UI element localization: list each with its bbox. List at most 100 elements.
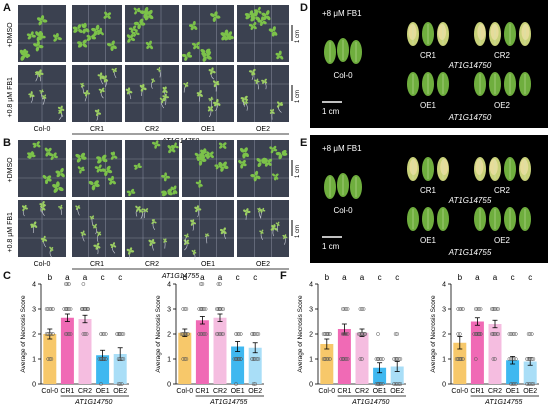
seedling-leaf: [111, 245, 114, 249]
significance-letter: a: [218, 273, 223, 282]
seedling-leaf: [60, 167, 64, 173]
seedling-root: [245, 102, 248, 111]
seedling-leaf: [80, 85, 83, 88]
data-point: [102, 357, 107, 361]
seedling-leaf: [79, 169, 82, 174]
data-point: [393, 357, 398, 361]
seedling-leaf: [209, 151, 214, 156]
seedling-leaf: [101, 76, 105, 80]
seedling-leaf: [207, 234, 210, 237]
seedling-leaf: [156, 68, 159, 71]
seedling-leaf: [31, 94, 35, 97]
seedling-leaf: [244, 95, 248, 99]
x-tick-label: CR2: [213, 388, 227, 395]
seedling-leaf: [270, 149, 274, 154]
seedling-leaf: [134, 166, 138, 170]
seedling-leaf: [207, 106, 211, 110]
seedling-leaf: [77, 41, 83, 45]
seedling-leaf: [51, 247, 54, 250]
seedling-leaf: [171, 145, 176, 150]
seedling-leaf: [38, 44, 44, 49]
y-tick-label: 4: [167, 282, 171, 289]
data-point: [182, 307, 187, 311]
y-tick-label: 4: [32, 282, 36, 289]
seedling-leaf: [140, 88, 144, 92]
data-point: [345, 307, 350, 311]
x-tick-label: CR1: [195, 388, 209, 395]
x-tick-label: OE1: [373, 388, 387, 395]
data-point: [360, 307, 364, 311]
data-point: [63, 307, 68, 311]
seedling-leaf: [127, 38, 131, 43]
seedling-leaf: [168, 148, 172, 154]
seedling-leaf: [284, 236, 288, 239]
treatment-label: +8 μM FB1: [322, 144, 362, 153]
seedling-leaf: [111, 175, 114, 181]
seedling-leaf: [136, 208, 139, 212]
seedling-leaf: [181, 53, 187, 58]
seedling-leaf: [204, 235, 207, 237]
scale-label: 1 cm: [322, 242, 340, 251]
seedling-leaf: [98, 233, 102, 236]
data-point: [478, 332, 483, 336]
seedling-leaf: [246, 210, 251, 214]
seedling-leaf: [205, 48, 211, 53]
data-point: [216, 307, 221, 311]
data-point: [200, 282, 205, 286]
data-point: [328, 357, 332, 361]
seedling-leaf: [161, 100, 164, 104]
data-point: [44, 307, 49, 311]
seedling-leaf: [28, 155, 32, 159]
seedling-leaf: [164, 240, 168, 243]
data-point: [237, 332, 242, 336]
seedling-leaf: [222, 145, 227, 149]
seedling-leaf: [208, 98, 211, 100]
seedling-leaf: [83, 233, 86, 236]
seedling-leaf: [97, 158, 102, 164]
scale-label: 1 cm: [295, 90, 301, 103]
seedling-leaf: [223, 230, 227, 235]
seedling-leaf: [91, 27, 97, 32]
seedling-leaf: [162, 95, 166, 98]
seedling-leaf: [143, 87, 147, 91]
seedling-leaf: [278, 154, 283, 160]
data-point: [324, 332, 329, 336]
y-tick-label: 3: [442, 307, 446, 314]
seedling-leaf: [210, 108, 214, 112]
data-point: [121, 357, 126, 361]
leaf: [504, 157, 516, 181]
data-point: [182, 357, 187, 361]
data-point: [491, 357, 496, 361]
seedling-leaf: [148, 9, 153, 15]
seedling-leaf: [138, 209, 142, 212]
seedling-leaf: [153, 218, 155, 222]
seedling-leaf: [263, 15, 268, 21]
seedling-leaf: [24, 207, 28, 210]
data-point: [345, 332, 350, 336]
seedling-leaf: [92, 224, 95, 227]
y-tick-label: 0: [442, 382, 446, 389]
y-tick-label: 0: [309, 382, 313, 389]
significance-letter: c: [101, 273, 105, 282]
seedling-leaf: [206, 151, 210, 156]
seedling-leaf: [41, 95, 45, 98]
data-point: [525, 382, 529, 386]
seedling-leaf: [80, 83, 83, 86]
seedling-leaf: [156, 143, 161, 147]
y-tick-label: 1: [32, 357, 36, 364]
seedling-leaf: [172, 190, 176, 195]
seedling-leaf: [164, 90, 168, 94]
seedling-leaf: [100, 168, 107, 172]
seedling-leaf: [128, 192, 132, 197]
seedling-leaf: [82, 28, 87, 34]
seedling-leaf: [133, 28, 137, 32]
seedling-leaf: [273, 224, 276, 228]
chart-f2: 0 1 2 3 4 Average of Necrosis Score b Col-0 a CR1…: [430, 273, 539, 406]
necrotic-patch: [477, 24, 486, 40]
seedling-leaf: [126, 91, 130, 95]
seedling-leaf: [243, 147, 248, 153]
seedling-leaf: [216, 98, 219, 103]
seedling-leaf: [97, 233, 100, 237]
leaf: [519, 207, 531, 231]
data-point: [513, 357, 518, 361]
